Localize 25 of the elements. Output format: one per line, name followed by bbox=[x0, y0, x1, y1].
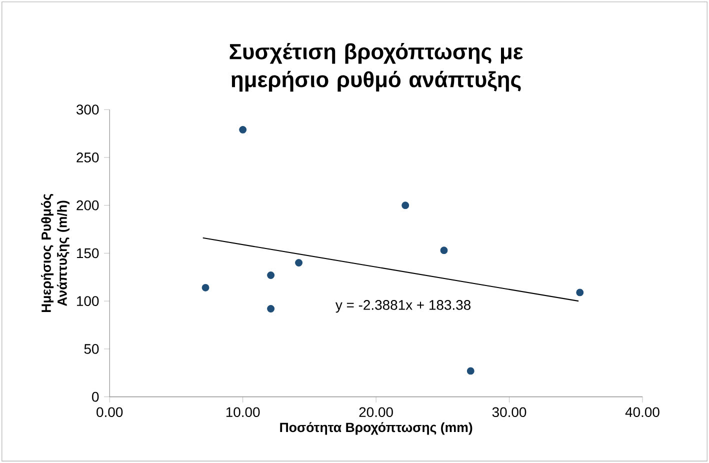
x-tick-label: 40.00 bbox=[625, 407, 660, 418]
x-axis-title: Ποσότητα Βροχόπτωσης (mm) bbox=[280, 422, 472, 435]
point bbox=[202, 284, 210, 292]
chart-title: Συσχέτιση βροχόπτωσης με ημερήσιο ρυθμό ανάπτυξης bbox=[230, 43, 523, 92]
y-tick-label: 200 bbox=[76, 200, 99, 210]
y-tick-label: 100 bbox=[77, 296, 99, 306]
y-axis-title: Ημερήσιος Ρυθμός Ανάπτυξης (m/h) bbox=[41, 194, 70, 312]
point bbox=[402, 202, 410, 210]
y-tick-label: 50 bbox=[84, 344, 99, 354]
point bbox=[466, 367, 474, 375]
point bbox=[239, 126, 247, 134]
y-tick-label: 150 bbox=[77, 248, 99, 258]
y-tick-label: 250 bbox=[76, 152, 99, 162]
point bbox=[267, 305, 275, 312]
y-tick-label: 300 bbox=[76, 104, 99, 115]
point bbox=[576, 288, 584, 296]
x-tick-label: 10.00 bbox=[226, 407, 260, 418]
point bbox=[440, 246, 448, 254]
x-tick-label: 30.00 bbox=[492, 407, 526, 418]
point bbox=[295, 259, 302, 267]
annotation: y = -2.3881x + 183.38 bbox=[335, 300, 471, 313]
point bbox=[267, 272, 275, 279]
x-tick-label: 0.00 bbox=[96, 407, 123, 418]
y-tick-label: 0 bbox=[92, 392, 99, 402]
x-tick-label: 20.00 bbox=[359, 407, 393, 418]
